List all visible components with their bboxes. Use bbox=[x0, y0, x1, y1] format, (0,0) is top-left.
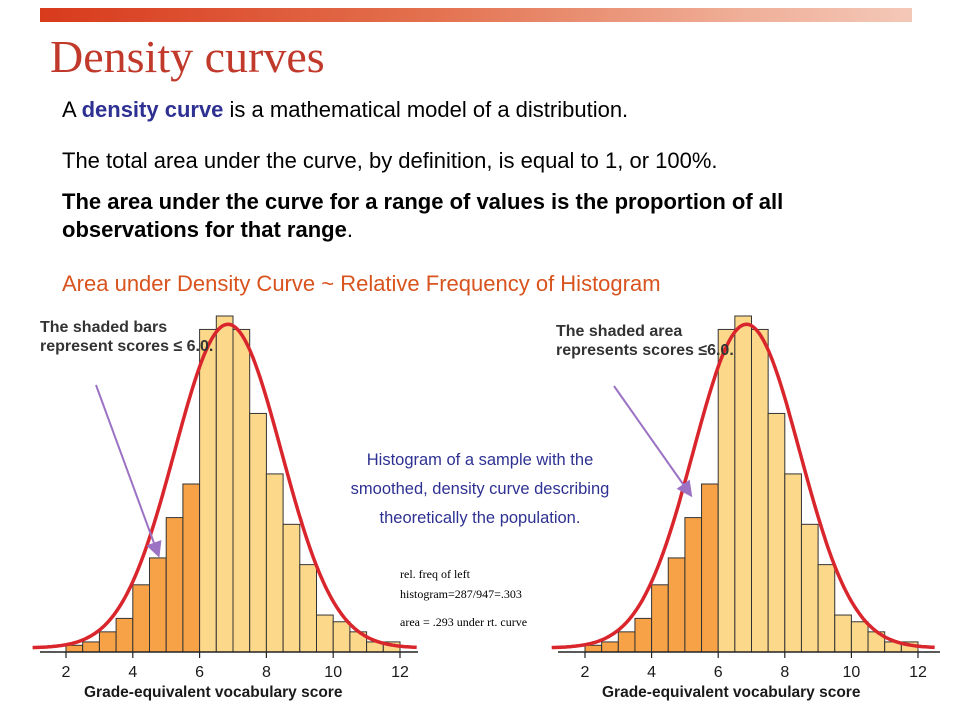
right-x-tick-label: 6 bbox=[714, 664, 723, 681]
total-area-line: The total area under the curve, by defin… bbox=[62, 148, 718, 173]
range-area-line: The area under the curve for a range of … bbox=[62, 188, 922, 244]
left-x-tick-label: 2 bbox=[62, 664, 71, 681]
left-histogram-bar bbox=[132, 584, 151, 653]
left-histogram-bar bbox=[332, 621, 351, 653]
right-histogram-bar bbox=[617, 631, 636, 653]
right-histogram-bar bbox=[817, 564, 836, 653]
callout-right: The shaded area represents scores ≤6.0. bbox=[556, 323, 734, 359]
area-vs-frequency-line: Area under Density Curve ~ Relative Freq… bbox=[62, 271, 661, 296]
left-histogram-bar bbox=[65, 644, 84, 653]
left-histogram-bar bbox=[316, 614, 334, 653]
right-histogram-bar bbox=[767, 412, 786, 653]
right-histogram-bar bbox=[584, 644, 603, 653]
x-axis-label-left: Grade-equivalent vocabulary score bbox=[84, 684, 343, 701]
callout-arrow-left bbox=[95, 384, 162, 558]
right-histogram-bar bbox=[850, 621, 869, 653]
area-note: area = .293 under rt. curve bbox=[400, 615, 528, 629]
title-accent-bar bbox=[40, 8, 912, 22]
density-curve-keyword: density curve bbox=[81, 97, 224, 122]
left-x-tick-label: 4 bbox=[128, 664, 137, 681]
x-axis-label-right: Grade-equivalent vocabulary score bbox=[602, 684, 861, 701]
left-histogram-bar bbox=[149, 557, 167, 653]
left-histogram-bar bbox=[182, 483, 201, 653]
left-histogram-bar bbox=[265, 473, 284, 653]
right-x-tick-label: 12 bbox=[909, 664, 927, 681]
left-histogram-bar bbox=[215, 315, 234, 653]
right-density-curve bbox=[551, 322, 935, 650]
definition-prefix: A bbox=[62, 97, 82, 122]
right-histogram-bar bbox=[784, 473, 802, 653]
left-x-tick-label: 12 bbox=[391, 664, 409, 681]
right-histogram-bar bbox=[634, 617, 653, 653]
right-x-tick-label: 4 bbox=[647, 664, 656, 681]
range-area-bold: The area under the curve for a range of … bbox=[62, 189, 784, 242]
callout-arrows bbox=[95, 384, 693, 558]
left-histogram-bar bbox=[82, 641, 100, 653]
left-density-curve bbox=[32, 322, 417, 650]
right-histogram-bar bbox=[601, 641, 619, 653]
left-x-tick-label: 8 bbox=[262, 664, 271, 681]
right-x-tick-label: 8 bbox=[780, 664, 789, 681]
left-histogram-bar bbox=[282, 523, 301, 653]
range-area-period: . bbox=[346, 217, 353, 242]
right-histogram-bar bbox=[684, 517, 703, 653]
right-histogram-bar bbox=[800, 523, 819, 653]
left-histogram-bar bbox=[232, 328, 251, 653]
left-histogram-bar bbox=[165, 517, 184, 653]
right-histogram-bar bbox=[717, 328, 736, 653]
rel-freq-note: rel. freq of left histogram=287/947=.303 bbox=[400, 567, 522, 601]
right-x-tick-label: 10 bbox=[843, 664, 861, 681]
right-histogram-bar bbox=[751, 328, 769, 653]
left-histogram-bar bbox=[199, 328, 217, 653]
right-histogram-bar bbox=[651, 584, 669, 653]
left-histogram-bar bbox=[98, 631, 117, 653]
histogram-right: 2 4 6 8 10 12 bbox=[551, 315, 940, 681]
left-x-tick-label: 10 bbox=[324, 664, 342, 681]
left-histogram-bar bbox=[115, 617, 134, 653]
right-histogram-bar bbox=[834, 614, 852, 653]
left-histogram-bar bbox=[249, 412, 267, 653]
callout-arrow-right bbox=[613, 385, 693, 498]
definition-line: A density curve is a mathematical model … bbox=[62, 96, 628, 124]
slide-title: Density curves bbox=[50, 31, 325, 82]
histogram-description-note: Histogram of a sample with the smoothed,… bbox=[350, 451, 610, 527]
right-histogram-bar bbox=[734, 315, 752, 653]
histogram-left: 2 4 6 8 10 12 bbox=[32, 315, 418, 681]
left-histogram-bar bbox=[299, 564, 317, 653]
callout-left: The shaded bars represent scores ≤ 6.0. bbox=[40, 319, 214, 355]
right-histogram-bar bbox=[667, 557, 686, 653]
left-x-tick-label: 6 bbox=[195, 664, 204, 681]
definition-suffix: is a mathematical model of a distributio… bbox=[223, 97, 629, 122]
right-x-tick-label: 2 bbox=[581, 664, 590, 681]
right-histogram-bar bbox=[701, 483, 719, 653]
